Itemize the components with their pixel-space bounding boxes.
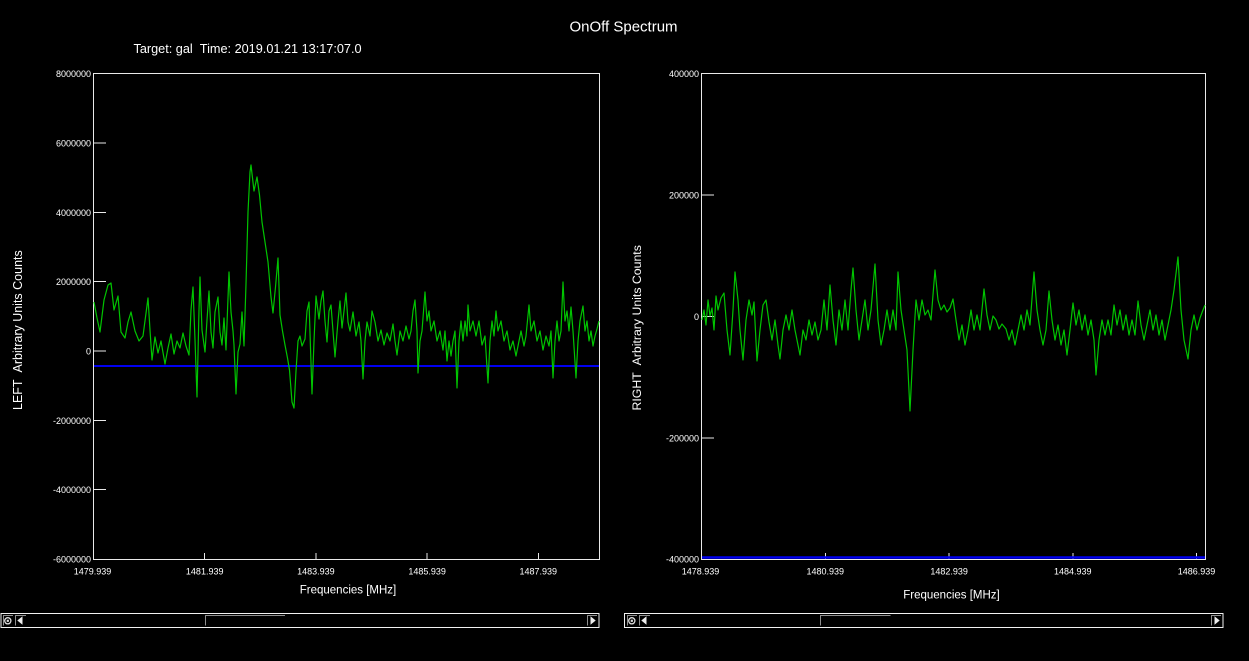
svg-text:-6000000: -6000000 [53,555,91,565]
svg-text:-2000000: -2000000 [53,416,91,426]
svg-text:Frequencies [MHz]: Frequencies [MHz] [300,585,397,597]
svg-text:1479.939: 1479.939 [74,567,112,577]
svg-text:1483.939: 1483.939 [297,567,335,577]
svg-text:0: 0 [86,346,91,356]
svg-text:4000000: 4000000 [56,208,91,218]
svg-text:-200000: -200000 [666,433,699,443]
svg-text:LEFT Arbitrary Units Counts: LEFT Arbitrary Units Counts [11,250,25,410]
svg-text:1482.939: 1482.939 [930,567,968,577]
svg-text:1481.939: 1481.939 [186,567,224,577]
svg-text:400000: 400000 [669,69,699,79]
svg-text:-4000000: -4000000 [53,485,91,495]
svg-text:1485.939: 1485.939 [408,567,446,577]
svg-text:-400000: -400000 [666,555,699,565]
svg-text:2000000: 2000000 [56,277,91,287]
svg-text:Target: gal Time: 2019.01.21: Target: gal Time: 2019.01.21 13:17:07.0 [134,42,362,56]
svg-text:OnOff Spectrum: OnOff Spectrum [569,19,677,36]
svg-text:0: 0 [694,312,699,322]
svg-text:Frequencies [MHz]: Frequencies [MHz] [903,590,1000,602]
svg-text:8000000: 8000000 [56,69,91,79]
svg-text:200000: 200000 [669,190,699,200]
svg-text:1487.939: 1487.939 [520,567,558,577]
svg-text:1480.939: 1480.939 [807,567,845,577]
svg-text:RIGHT Arbitrary Units Counts: RIGHT Arbitrary Units Counts [630,245,644,410]
svg-text:6000000: 6000000 [56,138,91,148]
svg-text:1486.939: 1486.939 [1178,567,1216,577]
svg-text:1478.939: 1478.939 [682,567,720,577]
svg-text:1484.939: 1484.939 [1054,567,1092,577]
